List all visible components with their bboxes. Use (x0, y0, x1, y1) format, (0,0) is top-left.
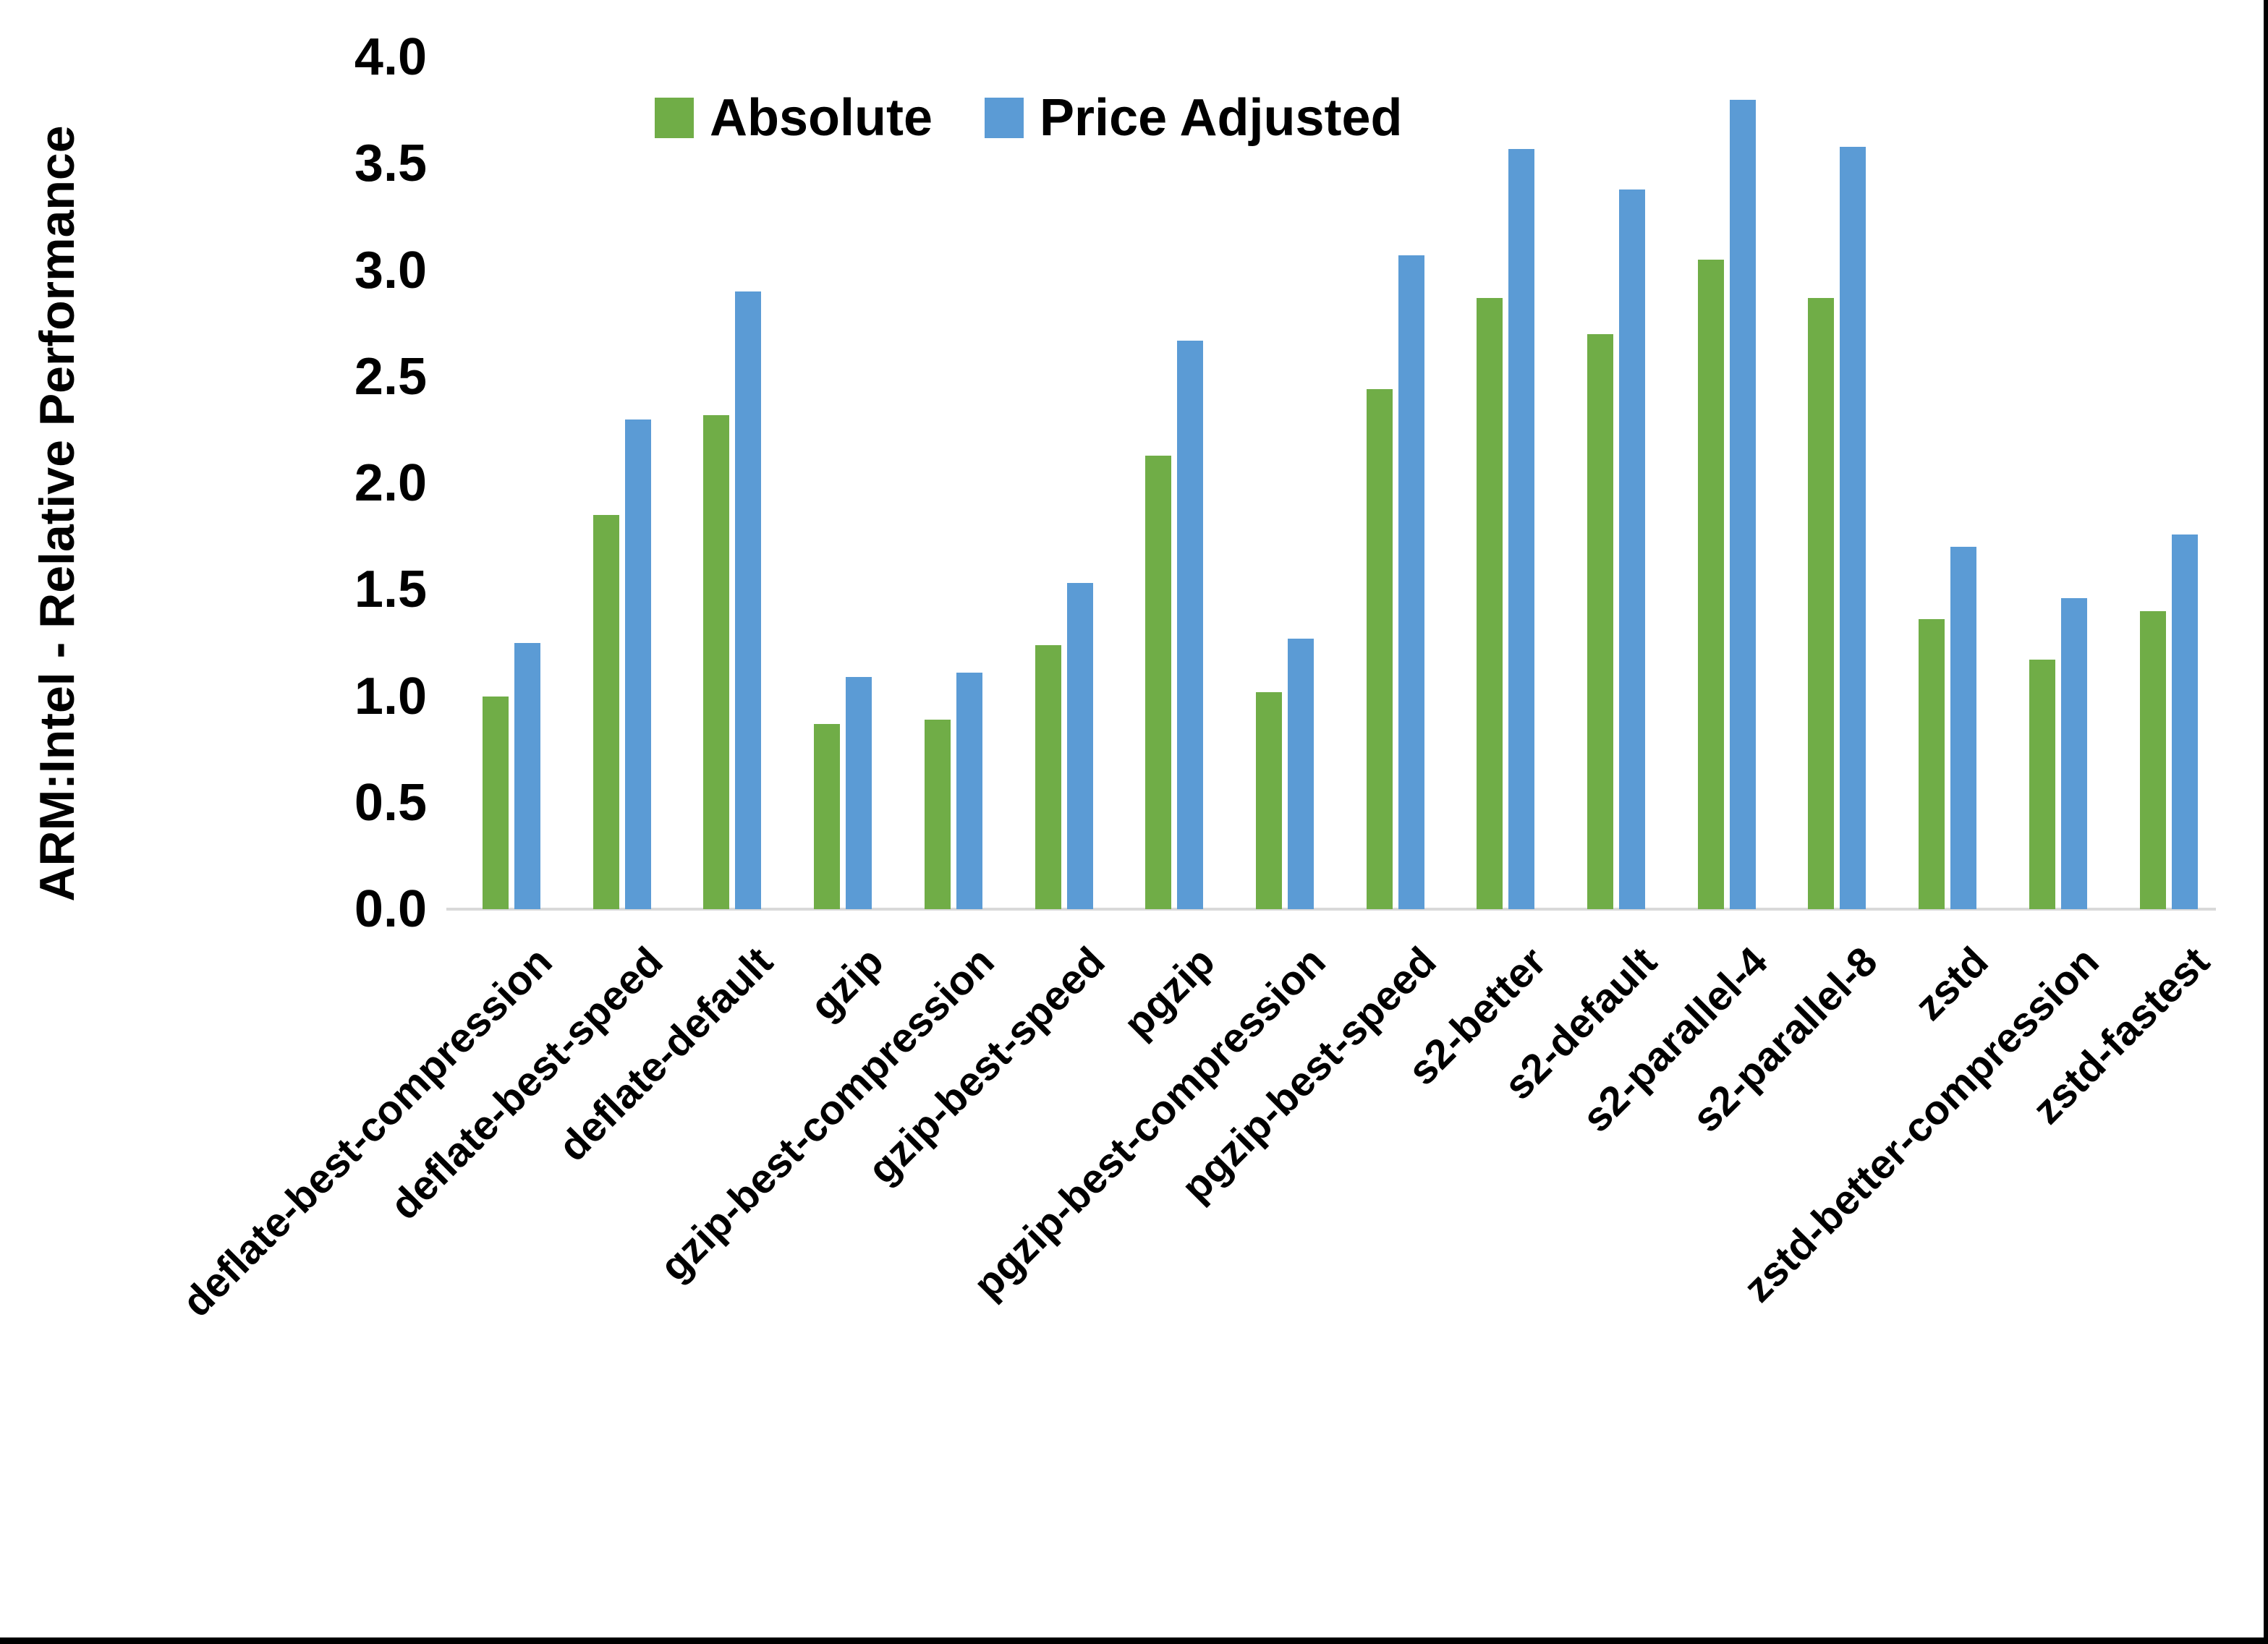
bar-absolute-s2-default (1587, 333, 1613, 909)
bar-absolute-zstd-better-compression (2029, 660, 2055, 909)
y-tick-label-2.0: 2.0 (354, 454, 427, 512)
y-tick-label-2.5: 2.5 (354, 347, 427, 406)
bar-price-adjusted-s2-parallel-8 (1840, 146, 1866, 909)
y-tick-label-1.0: 1.0 (354, 667, 427, 725)
legend: Absolute Price Adjusted (655, 88, 1402, 148)
legend-swatch-price-adjusted (985, 98, 1024, 138)
y-tick-label-0.5: 0.5 (354, 773, 427, 832)
bar-absolute-deflate-best-speed (593, 515, 619, 909)
bar-price-adjusted-deflate-best-compression (514, 642, 540, 909)
legend-label-absolute: Absolute (710, 89, 933, 147)
legend-item-price-adjusted: Price Adjusted (985, 88, 1402, 148)
bar-price-adjusted-deflate-best-speed (624, 419, 651, 909)
y-tick-label-0.0: 0.0 (354, 880, 427, 938)
bar-absolute-pgzip (1145, 455, 1172, 909)
bar-absolute-pgzip-best-speed (1366, 389, 1393, 909)
bar-price-adjusted-gzip-best-compression (956, 673, 982, 909)
bar-price-adjusted-zstd-better-compression (2060, 598, 2087, 909)
bar-absolute-s2-better (1477, 297, 1503, 909)
bar-absolute-zstd-fastest (2139, 610, 2166, 909)
bar-price-adjusted-pgzip-best-compression (1287, 638, 1314, 909)
bar-price-adjusted-zstd-fastest (2171, 534, 2198, 909)
bar-absolute-gzip-best-compression (924, 719, 951, 909)
y-tick-label-1.5: 1.5 (354, 561, 427, 619)
bar-absolute-deflate-default (703, 414, 730, 909)
bar-price-adjusted-gzip-best-speed (1066, 583, 1093, 909)
x-axis-line (446, 908, 2216, 911)
bar-price-adjusted-s2-default (1619, 189, 1645, 909)
bar-price-adjusted-deflate-default (735, 291, 762, 909)
y-axis-title: ARM:Intel - Relative Performance (30, 125, 85, 902)
y-tick-label-4.0: 4.0 (354, 28, 427, 86)
bar-price-adjusted-s2-parallel-4 (1729, 99, 1756, 909)
bar-absolute-gzip-best-speed (1035, 644, 1061, 909)
bar-price-adjusted-pgzip (1177, 340, 1204, 909)
bar-absolute-gzip (814, 723, 841, 909)
bar-price-adjusted-zstd (1950, 547, 1977, 909)
bar-absolute-s2-parallel-4 (1697, 259, 1724, 909)
bar-absolute-pgzip-best-compression (1255, 691, 1282, 909)
bar-absolute-zstd (1919, 619, 1945, 909)
bar-price-adjusted-gzip (846, 676, 872, 909)
legend-item-absolute: Absolute (655, 88, 933, 148)
y-tick-label-3.5: 3.5 (354, 135, 427, 193)
y-tick-label-3.0: 3.0 (354, 241, 427, 299)
bar-price-adjusted-s2-better (1508, 148, 1535, 909)
bar-price-adjusted-pgzip-best-speed (1398, 255, 1424, 909)
bar-absolute-deflate-best-compression (483, 696, 509, 909)
bar-absolute-s2-parallel-8 (1808, 297, 1835, 909)
legend-label-price-adjusted: Price Adjusted (1040, 89, 1403, 147)
legend-swatch-absolute (655, 98, 694, 138)
